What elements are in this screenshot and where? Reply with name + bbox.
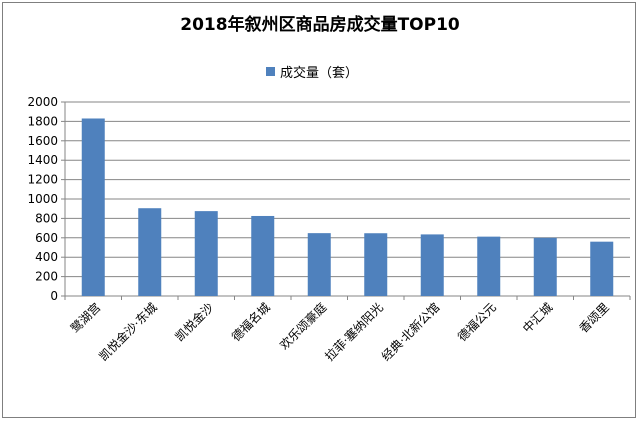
x-tick-label: 拉菲·塞纳阳光 — [322, 300, 386, 364]
legend-swatch — [266, 66, 275, 76]
bar — [590, 241, 614, 296]
bar — [533, 237, 557, 296]
x-tick-label: 香颂里 — [577, 300, 612, 335]
y-tick-label: 400 — [35, 250, 58, 264]
bar — [138, 208, 162, 296]
x-tick-label: 经典·北新公馆 — [378, 300, 442, 364]
bar — [251, 215, 275, 296]
chart-frame — [2, 2, 636, 418]
y-tick-label: 1200 — [27, 173, 58, 187]
y-tick-label: 0 — [50, 289, 58, 303]
legend-label: 成交量（套） — [280, 65, 359, 81]
y-tick-label: 600 — [35, 231, 58, 245]
y-tick-label: 800 — [35, 211, 58, 225]
bar — [194, 211, 218, 296]
bar — [420, 234, 444, 296]
bar — [364, 233, 388, 296]
y-tick-label: 200 — [35, 270, 58, 284]
chart-title: 2018年叙州区商品房成交量TOP10 — [180, 15, 460, 35]
x-tick-label: 德福名城 — [228, 300, 273, 345]
legend: 成交量（套） — [266, 64, 359, 81]
bar — [477, 236, 501, 296]
bar — [81, 118, 105, 297]
x-tick-label: 德福公元 — [454, 300, 499, 345]
x-tick-label: 凯悦金沙·东城 — [96, 300, 160, 364]
bar — [307, 233, 331, 296]
y-tick-label: 1600 — [27, 134, 58, 148]
y-tick-label: 1400 — [27, 153, 58, 167]
x-tick-label: 凯悦金沙 — [172, 300, 217, 345]
y-tick-label: 2000 — [27, 95, 58, 109]
x-tick-label: 中汇城 — [519, 300, 555, 336]
y-tick-label: 1800 — [27, 114, 58, 128]
y-tick-label: 1000 — [27, 192, 58, 206]
x-tick-label: 鹭湖宫 — [67, 300, 103, 336]
x-tick-label: 欢乐颂豪庭 — [276, 300, 329, 353]
